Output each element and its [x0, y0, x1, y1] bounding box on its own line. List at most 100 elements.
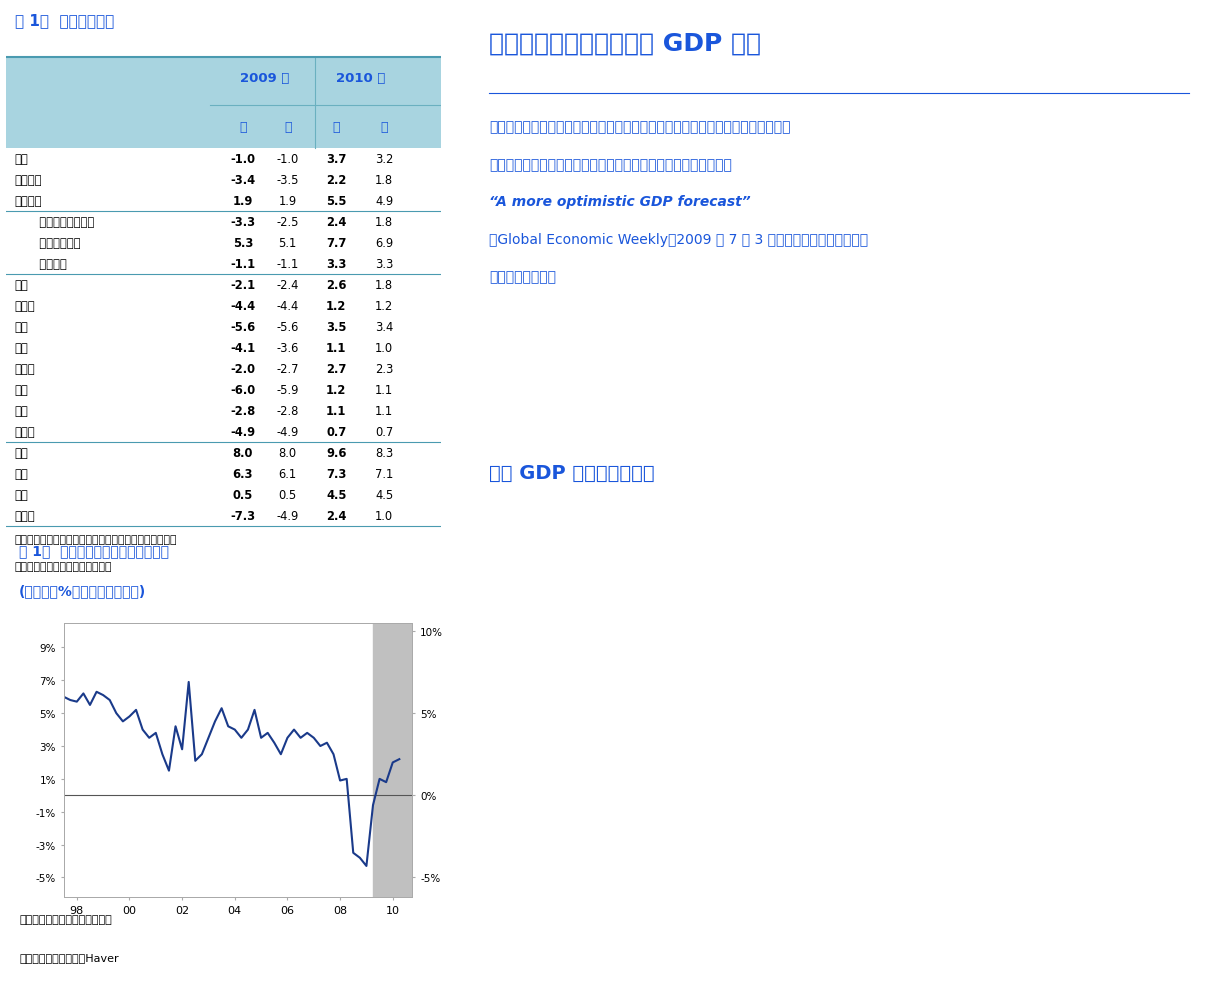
Text: -4.9: -4.9 — [277, 510, 299, 523]
Text: 0.7: 0.7 — [327, 426, 346, 439]
Text: 3.5: 3.5 — [326, 320, 346, 334]
Text: 3.3: 3.3 — [326, 257, 346, 271]
Text: 8.0: 8.0 — [279, 447, 296, 459]
Text: 中国: 中国 — [15, 447, 28, 459]
Text: 印度: 印度 — [15, 467, 28, 481]
Text: 1.9: 1.9 — [233, 194, 253, 208]
Text: 5.1: 5.1 — [279, 237, 296, 249]
Bar — [373, 623, 412, 897]
Text: 4.5: 4.5 — [375, 489, 393, 502]
Text: -1.1: -1.1 — [277, 257, 299, 271]
Text: -2.7: -2.7 — [277, 363, 299, 376]
Text: 2.6: 2.6 — [326, 279, 346, 292]
Text: 1.9: 1.9 — [279, 194, 296, 208]
Text: -5.6: -5.6 — [230, 320, 256, 334]
Text: 旧: 旧 — [381, 121, 388, 134]
Text: 3.3: 3.3 — [375, 257, 393, 271]
Text: 亚洲新兴市场: 亚洲新兴市场 — [32, 237, 81, 249]
Text: 0.5: 0.5 — [233, 489, 253, 502]
Text: 1.8: 1.8 — [375, 216, 393, 229]
Text: 4.9: 4.9 — [375, 194, 393, 208]
Text: 读者切勿依赖本摘要作出任何投资决定。完整的英文报告标题为：: 读者切勿依赖本摘要作出任何投资决定。完整的英文报告标题为： — [490, 158, 732, 172]
Text: 5.3: 5.3 — [233, 237, 253, 249]
Text: 1.2: 1.2 — [375, 300, 393, 313]
Text: -3.3: -3.3 — [230, 216, 256, 229]
Text: -6.0: -6.0 — [230, 384, 256, 396]
Text: 先进国家: 先进国家 — [15, 174, 43, 186]
Text: 1.1: 1.1 — [375, 405, 393, 418]
Text: 表 1：  全球经济预测: 表 1： 全球经济预测 — [15, 13, 114, 28]
Text: -2.8: -2.8 — [277, 405, 299, 418]
Text: “A more optimistic GDP forecast”: “A more optimistic GDP forecast” — [490, 195, 750, 209]
Text: -1.0: -1.0 — [277, 153, 299, 166]
Text: 2.2: 2.2 — [326, 174, 346, 186]
Text: 新兴市场: 新兴市场 — [15, 194, 43, 208]
Text: 此为英文研究报告之中文摘要翻译，贵方只应依赖英文报告的完整版本。我们提醒: 此为英文研究报告之中文摘要翻译，贵方只应依赖英文报告的完整版本。我们提醒 — [490, 120, 791, 134]
Text: 1.0: 1.0 — [375, 342, 393, 355]
Text: 意大利: 意大利 — [15, 426, 35, 439]
Text: 欧元区: 欧元区 — [15, 300, 35, 313]
Text: -5.9: -5.9 — [277, 384, 299, 396]
Text: -4.4: -4.4 — [230, 300, 256, 313]
Text: 7.7: 7.7 — [326, 237, 346, 249]
Text: -5.6: -5.6 — [277, 320, 299, 334]
Text: 3.4: 3.4 — [375, 320, 393, 334]
Text: 法国: 法国 — [15, 405, 28, 418]
Text: -2.5: -2.5 — [277, 216, 299, 229]
FancyBboxPatch shape — [6, 58, 441, 149]
Text: 拉丁美洲: 拉丁美洲 — [32, 257, 67, 271]
Text: 9.6: 9.6 — [326, 447, 346, 459]
Text: 1.8: 1.8 — [375, 174, 393, 186]
Text: 2.7: 2.7 — [326, 363, 346, 376]
Text: 7.3: 7.3 — [326, 467, 346, 481]
Text: 全球: 全球 — [15, 153, 28, 166]
Text: 加拿大: 加拿大 — [15, 363, 35, 376]
Text: -4.9: -4.9 — [277, 426, 299, 439]
Text: 3.7: 3.7 — [326, 153, 346, 166]
Text: 6.3: 6.3 — [233, 467, 253, 481]
Text: (季度环比%，经季节调整年率): (季度环比%，经季节调整年率) — [20, 584, 147, 598]
Text: 1.1: 1.1 — [326, 342, 346, 355]
Text: 1.8: 1.8 — [375, 279, 393, 292]
Text: 上调 GDP 预测的主要原因: 上调 GDP 预测的主要原因 — [490, 463, 655, 482]
Text: -4.1: -4.1 — [230, 342, 256, 355]
Text: -3.5: -3.5 — [277, 174, 299, 186]
Text: 1.2: 1.2 — [326, 300, 346, 313]
Text: 巴西: 巴西 — [15, 489, 28, 502]
Text: 6.1: 6.1 — [279, 467, 296, 481]
Text: 1.1: 1.1 — [326, 405, 346, 418]
Text: 8.3: 8.3 — [375, 447, 393, 459]
Text: 日本: 日本 — [15, 320, 28, 334]
Text: 8.0: 8.0 — [233, 447, 253, 459]
Text: 0.5: 0.5 — [279, 489, 296, 502]
Text: 4.5: 4.5 — [326, 489, 346, 502]
Text: -2.1: -2.1 — [230, 279, 256, 292]
Text: 新: 新 — [239, 121, 247, 134]
Text: 6.9: 6.9 — [375, 237, 393, 249]
Text: 德国: 德国 — [15, 384, 28, 396]
Text: 欧洲、中东和非洲: 欧洲、中东和非洲 — [32, 216, 94, 229]
Text: -3.4: -3.4 — [230, 174, 256, 186]
Text: 2.4: 2.4 — [326, 216, 346, 229]
Text: 价权重计算。资料来源：美银美林: 价权重计算。资料来源：美银美林 — [15, 561, 113, 572]
Text: 新: 新 — [333, 121, 340, 134]
Text: -7.3: -7.3 — [230, 510, 256, 523]
Text: 3.2: 3.2 — [375, 153, 393, 166]
Text: 2009 年: 2009 年 — [240, 72, 290, 85]
Text: 美国: 美国 — [15, 279, 28, 292]
Text: -2.8: -2.8 — [230, 405, 256, 418]
Text: 注：全球及区域总计是根据国际货币基金组织的购买力平: 注：全球及区域总计是根据国际货币基金组织的购买力平 — [15, 534, 177, 545]
Text: -1.1: -1.1 — [230, 257, 256, 271]
Text: -4.4: -4.4 — [277, 300, 299, 313]
Text: 0.7: 0.7 — [375, 426, 393, 439]
Text: 全球经济分析：更乐观的 GDP 预测: 全球经济分析：更乐观的 GDP 预测 — [490, 32, 761, 55]
Text: -2.0: -2.0 — [230, 363, 256, 376]
Text: 表索取英文版本。: 表索取英文版本。 — [490, 270, 556, 284]
Text: -1.0: -1.0 — [230, 153, 256, 166]
Text: ，Global Economic Weekly，2009 年 7 月 3 日。请向贵方的美林客户代: ，Global Economic Weekly，2009 年 7 月 3 日。请… — [490, 233, 868, 246]
Text: 7.1: 7.1 — [375, 467, 393, 481]
Text: -3.6: -3.6 — [277, 342, 299, 355]
Text: -2.4: -2.4 — [277, 279, 299, 292]
Text: 1.0: 1.0 — [375, 510, 393, 523]
Text: 旧: 旧 — [284, 121, 291, 134]
